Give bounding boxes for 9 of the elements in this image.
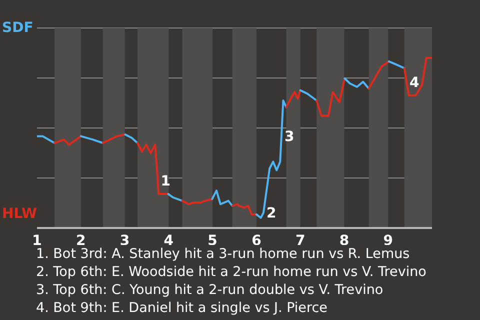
text: 4. Bot 9th: E. Daniel hit a single vs J. Pierce (36, 299, 328, 317)
text: 2. Top 6th: E. Woodside hit a 2-run home run vs V. Trevino (36, 263, 426, 281)
annotation: 2 (266, 206, 276, 222)
annotation: 4 (410, 74, 420, 91)
text: 3. Top 6th: C. Young hit a 2-run double vs V. Trevino (36, 281, 384, 299)
text: SDF (2, 20, 34, 36)
annotation: 1 (160, 173, 170, 190)
annotation: 3 (284, 129, 294, 146)
text: HLW (2, 206, 37, 222)
